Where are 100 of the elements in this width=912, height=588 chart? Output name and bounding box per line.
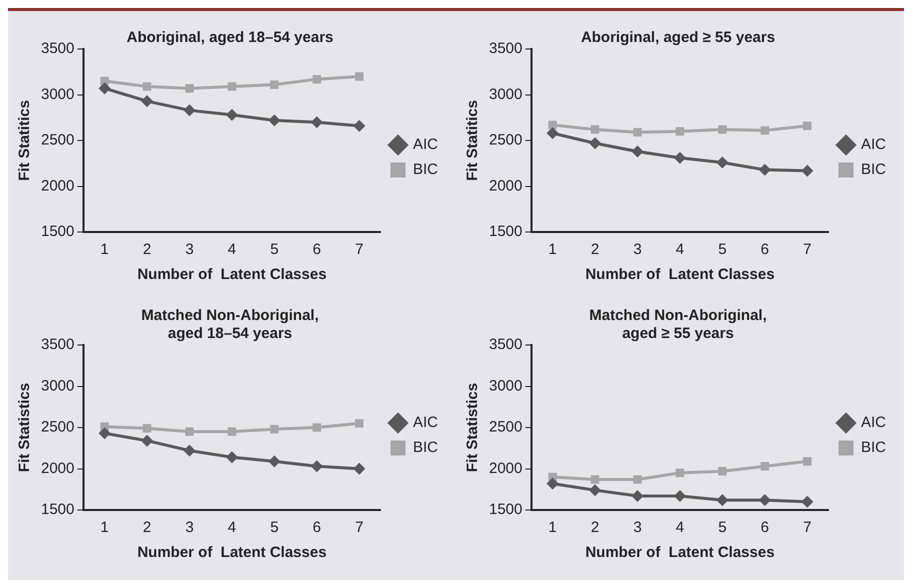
chart-title: Aboriginal, aged 18–54 years (126, 29, 334, 46)
y-tick-label: 1500 (40, 500, 74, 518)
point (801, 164, 814, 177)
y-axis-title: Fit Statistics (16, 382, 34, 472)
x-tick-label: 1 (100, 241, 109, 258)
x-tick-label: 3 (185, 241, 194, 258)
point (141, 95, 154, 108)
point (760, 462, 770, 470)
x-tick-label: 1 (100, 518, 109, 536)
point (803, 122, 812, 130)
point (758, 494, 771, 506)
x-tick-label: 2 (142, 518, 152, 536)
point (226, 108, 238, 121)
point (355, 72, 364, 81)
legend-label: BIC (412, 438, 438, 456)
point (270, 80, 279, 89)
y-tick-label: 2000 (488, 459, 522, 476)
x-tick-label: 6 (760, 241, 769, 258)
x-tick-label: 4 (676, 518, 684, 536)
x-tick-label: 7 (803, 241, 812, 258)
x-axis-title: Number of Latent Classes (585, 544, 775, 561)
point (312, 422, 322, 432)
y-tick-label: 2000 (488, 177, 522, 194)
y-tick-label: 3000 (40, 86, 74, 103)
point (353, 120, 366, 132)
point (141, 434, 154, 446)
y-tick-label: 3000 (40, 376, 74, 394)
text: Matched Non-Aboriginal, (141, 306, 319, 324)
legend-label: BIC (412, 161, 438, 178)
x-tick-label: 3 (633, 518, 642, 536)
legend-label: BIC (860, 161, 886, 178)
point (676, 468, 684, 477)
point (590, 125, 600, 134)
point (546, 477, 559, 490)
x-tick-label: 5 (718, 518, 727, 536)
point (674, 152, 686, 164)
legend-label: BIC (860, 438, 886, 456)
x-tick-label: 7 (355, 241, 364, 258)
point (310, 116, 323, 128)
y-tick-label: 3500 (488, 40, 522, 58)
y-axis-title: Fit Statitics (464, 100, 482, 181)
point (803, 456, 812, 466)
x-tick-label: 7 (355, 518, 364, 536)
y-tick-label: 2000 (40, 459, 74, 476)
point (589, 484, 602, 496)
y-tick-label: 1500 (488, 223, 522, 240)
x-tick-label: 3 (633, 241, 642, 258)
y-axis-title: Fit Statitics (16, 100, 34, 181)
point (185, 84, 194, 93)
text: aged 18–54 years (168, 324, 292, 342)
point (268, 454, 280, 467)
x-tick-label: 2 (590, 518, 600, 536)
x-tick-label: 1 (548, 241, 557, 258)
point (228, 82, 236, 91)
point (228, 426, 236, 436)
y-tick-label: 3500 (40, 40, 74, 58)
y-tick-label: 3500 (40, 336, 74, 353)
text: Matched Non-Aboriginal, (589, 306, 767, 324)
point (310, 460, 323, 472)
point (590, 474, 600, 484)
x-tick-label: 6 (312, 241, 321, 258)
point (142, 82, 152, 91)
y-tick-label: 1500 (488, 500, 522, 518)
y-tick-label: 2500 (488, 418, 522, 436)
x-tick-label: 5 (270, 518, 279, 536)
x-tick-label: 5 (718, 241, 727, 258)
chart-title: Aboriginal, aged ≥ 55 years (580, 29, 776, 46)
y-tick-label: 1500 (40, 223, 74, 240)
x-tick-label: 2 (142, 241, 152, 258)
point (758, 164, 771, 176)
x-tick-label: 6 (312, 518, 321, 536)
point (226, 450, 238, 463)
point (546, 127, 559, 140)
x-axis-title: Number of Latent Classes (585, 266, 775, 284)
x-axis-title: Number of Latent Classes (137, 544, 327, 561)
x-tick-label: 4 (676, 241, 684, 258)
point (183, 444, 196, 456)
x-tick-label: 5 (270, 241, 279, 258)
point (268, 114, 280, 126)
point (631, 489, 644, 502)
x-tick-label: 4 (228, 518, 236, 536)
y-tick-label: 3000 (488, 376, 522, 394)
point (633, 128, 642, 137)
legend-label: AIC (412, 136, 438, 154)
x-tick-label: 2 (590, 241, 600, 258)
y-tick-label: 2500 (40, 418, 74, 436)
y-axis-title: Fit Statistics (464, 382, 482, 472)
point (312, 74, 322, 84)
point (718, 125, 727, 134)
point (185, 426, 194, 436)
x-tick-label: 3 (185, 518, 194, 536)
point (760, 126, 770, 135)
y-tick-label: 2000 (40, 177, 74, 194)
x-tick-label: 7 (803, 518, 812, 536)
point (183, 104, 196, 116)
point (716, 156, 728, 168)
point (353, 462, 366, 474)
point (801, 495, 814, 508)
x-tick-label: 4 (228, 241, 236, 258)
point (716, 494, 728, 506)
